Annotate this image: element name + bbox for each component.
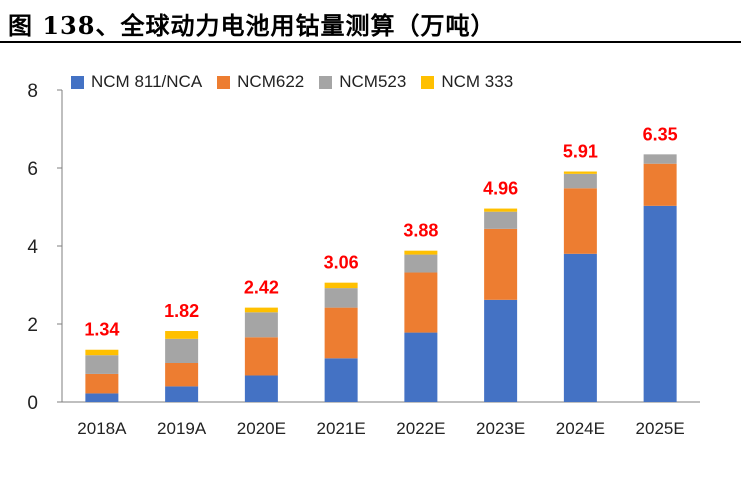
bar-segment-ncm622 [244,337,278,376]
bar-segment-ncm-333 [165,331,199,339]
bar-segment-ncm-333 [324,282,358,289]
y-tick-label: 6 [27,159,38,180]
bar-segment-ncm523 [563,173,597,189]
y-tick-label: 8 [27,81,38,102]
total-data-label: 1.34 [84,320,119,340]
legend-item: NCM622 [217,72,304,92]
bar-segment-ncm-811-nca [404,332,438,402]
bar-segment-ncm-811-nca [563,253,597,402]
x-tick-label: 2024E [556,419,605,438]
total-data-label: 6.35 [643,124,678,144]
x-tick-label: 2023E [476,419,525,438]
x-tick-label: 2019A [157,419,207,438]
chart-legend: NCM 811/NCA NCM622 NCM523 NCM 333 [71,72,528,92]
bar-segment-ncm523 [484,211,518,229]
y-tick-label: 4 [27,237,38,258]
bar-segment-ncm-333 [563,171,597,174]
figure-title: 图 138、全球动力电池用钴量测算（万吨） [8,11,496,40]
total-data-label: 1.82 [164,301,199,321]
bar-segment-ncm622 [484,228,518,300]
bar-segment-ncm622 [563,188,597,254]
legend-item: NCM 333 [421,72,513,92]
bar-segment-ncm-333 [85,349,119,356]
x-tick-label: 2021E [317,419,366,438]
bar-segment-ncm-811-nca [165,386,199,402]
legend-label: NCM622 [237,72,305,91]
bar-segment-ncm622 [165,363,199,387]
total-data-label: 4.96 [483,179,518,199]
bar-segment-ncm622 [404,272,438,333]
bar-segment-ncm-811-nca [85,393,119,402]
bar-segment-ncm523 [643,154,677,164]
legend-swatch [319,75,333,89]
bar-segment-ncm622 [324,307,358,359]
bar-segment-ncm-333 [404,250,438,255]
legend-swatch [217,75,231,89]
title-underline [0,41,741,43]
bar-segment-ncm-811-nca [324,358,358,402]
legend-label: NCM 333 [441,72,514,91]
total-data-label: 3.88 [403,221,438,241]
total-data-label: 5.91 [563,142,598,162]
bar-segment-ncm523 [324,288,358,308]
bar-segment-ncm-333 [484,208,518,212]
x-tick-label: 2020E [237,419,286,438]
x-tick-label: 2022E [396,419,445,438]
figure-title-bar: 图 138、全球动力电池用钴量测算（万吨） [0,0,741,43]
bar-segment-ncm-333 [244,307,278,313]
bar-segment-ncm523 [244,312,278,338]
bar-segment-ncm523 [85,355,119,374]
bar-segment-ncm523 [165,338,199,363]
legend-label: NCM 811/NCA [91,72,203,91]
legend-item: NCM 811/NCA [71,72,202,92]
bar-segment-ncm523 [404,254,438,273]
legend-swatch [71,75,84,89]
legend-swatch [421,75,435,89]
x-tick-label: 2025E [636,419,685,438]
x-tick-label: 2018A [77,419,127,438]
bar-segment-ncm622 [643,163,677,206]
legend-label: NCM523 [339,72,407,91]
legend-item: NCM523 [319,72,406,92]
y-tick-label: 2 [27,315,38,336]
y-tick-label: 0 [27,393,38,414]
bar-segment-ncm-811-nca [484,299,518,402]
total-data-label: 3.06 [324,253,359,273]
total-data-label: 2.42 [244,278,279,298]
bar-segment-ncm-811-nca [643,205,677,402]
bar-segment-ncm-811-nca [244,375,278,402]
bar-segment-ncm622 [85,373,119,394]
